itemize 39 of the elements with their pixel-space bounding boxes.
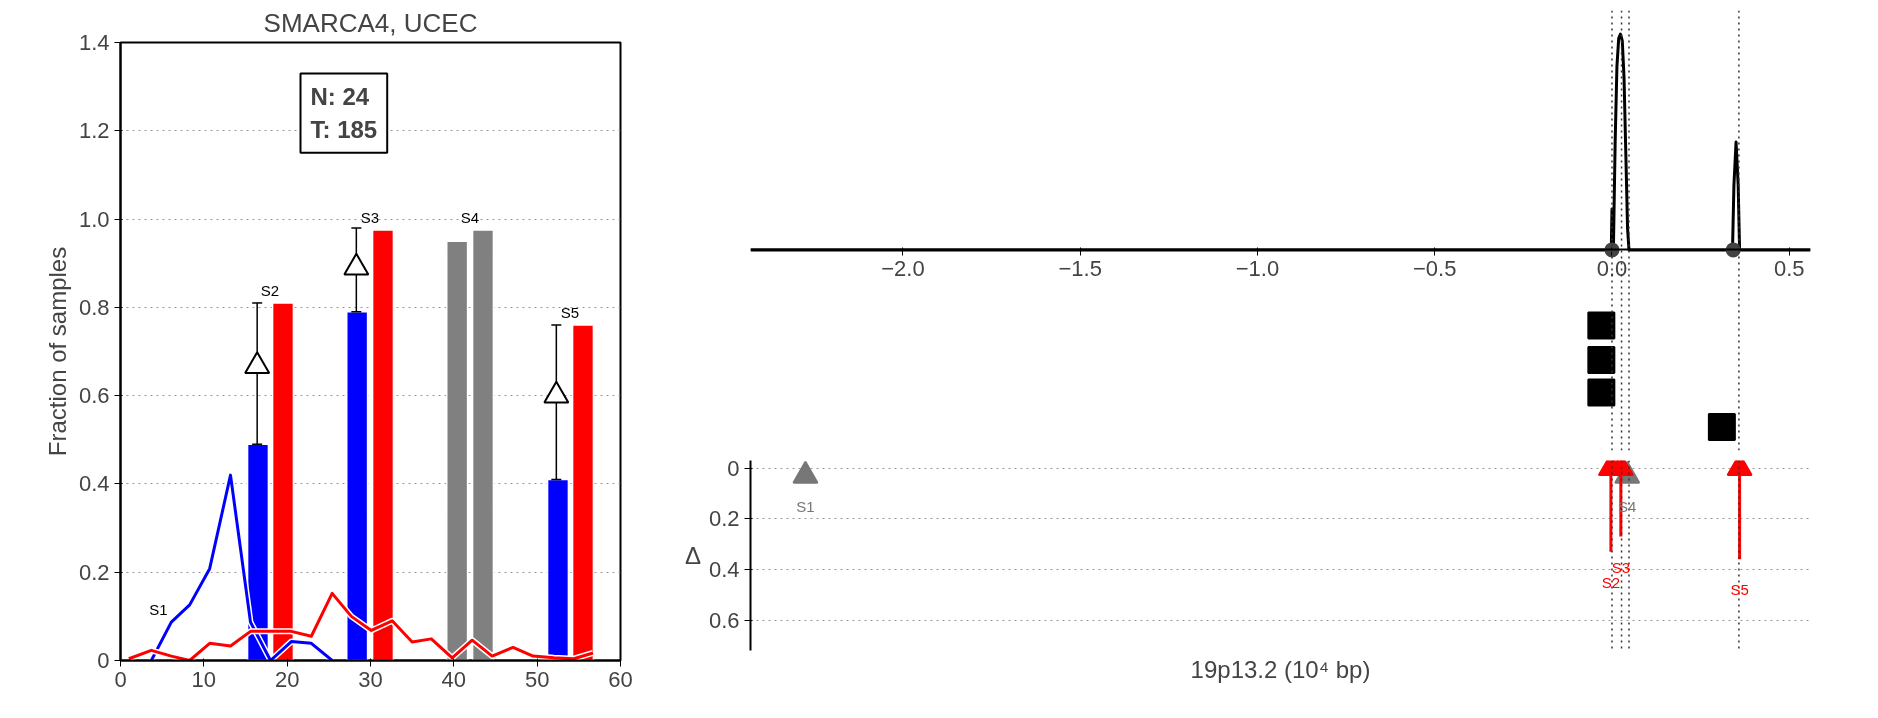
x-tick-label: −0.5 <box>1413 255 1457 281</box>
x-tick-label: 40 <box>441 666 467 692</box>
x-axis-title: 19p13.2 (10⁴ bp) <box>1190 655 1371 683</box>
y-tick-label: 1.4 <box>78 30 110 55</box>
annotation: S2 <box>260 281 280 299</box>
y-tick-label: 0 <box>727 455 740 481</box>
y-tick-label: 0.6 <box>78 383 110 409</box>
y-tick-label: 0.6 <box>708 607 740 633</box>
chart-title: SMARCA4, UCEC <box>263 7 478 38</box>
x-tick-label: 30 <box>358 666 383 692</box>
x-tick-label: −2.0 <box>881 255 925 281</box>
x-tick-label: −1.0 <box>1235 255 1280 281</box>
y-tick-label: 0.2 <box>78 559 110 585</box>
annotation: S5 <box>1730 581 1749 599</box>
x-tick-label: 50 <box>524 666 550 692</box>
x-tick-label: 0.0 <box>1596 255 1628 281</box>
annotation: S1 <box>149 601 168 619</box>
annotation: S3 <box>360 209 380 227</box>
y-tick-label: 0.4 <box>708 556 740 582</box>
y-tick-label: 0.2 <box>708 506 740 532</box>
x-tick-label: 10 <box>191 666 217 692</box>
x-tick-label: −1.5 <box>1058 255 1102 281</box>
y-tick-label: 1.0 <box>78 206 110 232</box>
annotation: S2 <box>1601 573 1621 591</box>
annotation: S3 <box>1611 558 1631 576</box>
y-axis-title: Δ <box>684 542 701 569</box>
x-tick-label: 0.5 <box>1773 255 1805 281</box>
annotation: S4 <box>460 209 480 227</box>
x-tick-label: 0 <box>114 666 127 692</box>
y-tick-label: 0.4 <box>78 471 110 497</box>
y-tick-label: 0 <box>97 648 110 673</box>
annotation: S5 <box>560 304 580 322</box>
x-tick-label: 20 <box>274 666 300 692</box>
annotation: N: 24 T: 185 <box>310 83 378 143</box>
x-tick-label: 60 <box>608 666 633 692</box>
y-tick-label: 0.8 <box>78 294 110 320</box>
y-tick-label: 1.2 <box>78 118 110 144</box>
annotation: S1 <box>796 497 815 515</box>
y-axis-title: Fraction of samples <box>43 246 71 457</box>
